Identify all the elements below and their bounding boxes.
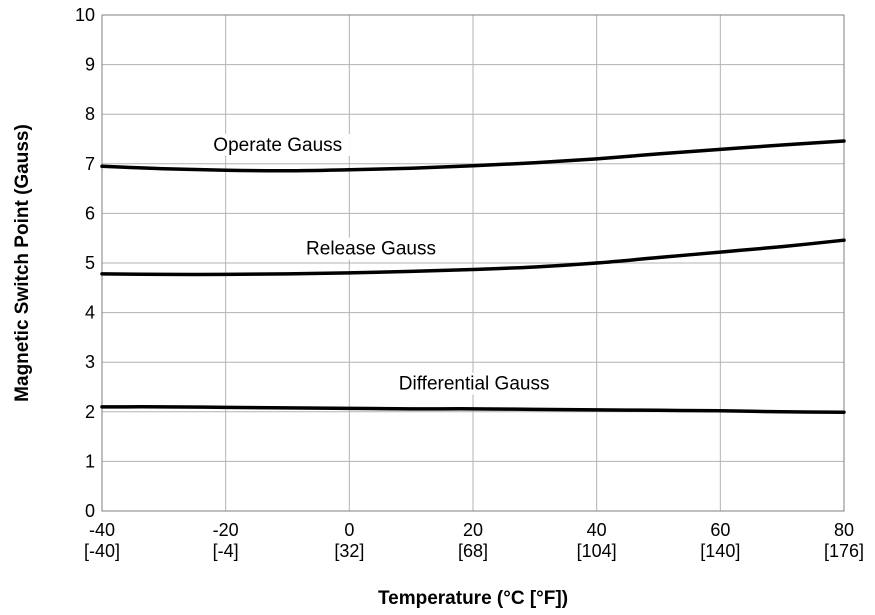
series-label-release-gauss: Release Gauss (306, 239, 436, 260)
y-tick-label: 5 (85, 253, 95, 273)
series-labels: Operate Gauss Release Gauss Differential G… (209, 133, 587, 395)
x-tick-sublabel: [-4] (213, 541, 239, 561)
x-tick-sublabel: [68] (458, 541, 488, 561)
series-group (100, 139, 846, 415)
x-tick-label: 40 (587, 520, 607, 540)
x-tick-label: -20 (213, 520, 239, 540)
y-tick-label: 7 (85, 154, 95, 174)
y-tick-label: 8 (85, 104, 95, 124)
y-tick-label: 4 (85, 303, 95, 323)
x-tick-sublabel: [-40] (84, 541, 120, 561)
x-tick-labels: -40[-40] -20[-4] 0[32] 20[68] 40[104] 60[140]… (84, 520, 864, 561)
series-label-background (394, 372, 587, 395)
x-tick-label: 80 (834, 520, 854, 540)
x-tick-label: 60 (710, 520, 730, 540)
grid (101, 14, 845, 512)
x-tick-label: 20 (463, 520, 483, 540)
y-tick-label: 6 (85, 203, 95, 223)
series-line-operate-gauss (100, 139, 846, 173)
y-tick-label: 9 (85, 55, 95, 75)
x-tick-label: -40 (89, 520, 115, 540)
y-axis-title: Magnetic Switch Point (Gauss) (12, 124, 33, 402)
series-line-differential-gauss (100, 405, 846, 415)
y-tick-labels: 0 1 2 3 4 5 6 7 8 9 10 (75, 5, 95, 521)
series-line-release-gauss (100, 238, 846, 277)
x-tick-label: 0 (344, 520, 354, 540)
y-tick-label: 2 (85, 402, 95, 422)
y-tick-label: 3 (85, 352, 95, 372)
x-tick-sublabel: [176] (824, 541, 864, 561)
series-label-background (209, 133, 350, 156)
x-tick-sublabel: [32] (334, 541, 364, 561)
x-tick-sublabel: [140] (700, 541, 740, 561)
plot-frame (101, 14, 845, 512)
x-tick-sublabel: [104] (577, 541, 617, 561)
y-tick-label: 10 (75, 5, 95, 25)
y-tick-label: 0 (85, 501, 95, 521)
series-label-differential-gauss: Differential Gauss (399, 374, 550, 395)
series-label-background (302, 237, 443, 260)
x-axis-title: Temperature (°C [°F]) (378, 588, 568, 609)
y-tick-label: 1 (85, 451, 95, 471)
series-label-operate-gauss: Operate Gauss (213, 135, 342, 156)
